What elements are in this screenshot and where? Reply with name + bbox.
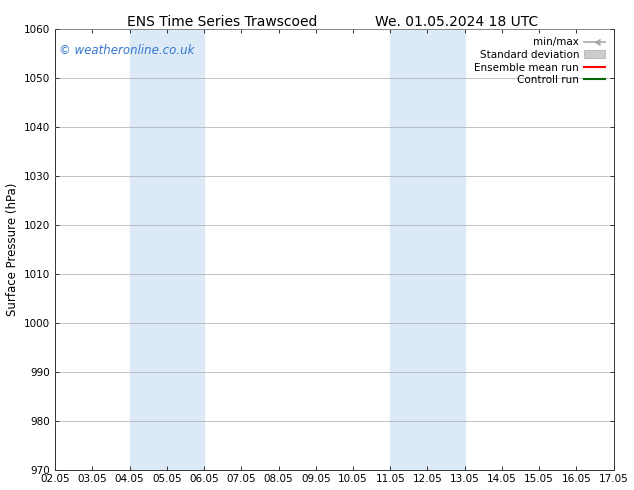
Text: ENS Time Series Trawscoed: ENS Time Series Trawscoed bbox=[127, 15, 317, 29]
Bar bbox=[391, 29, 465, 469]
Bar bbox=[130, 29, 204, 469]
Legend: min/max, Standard deviation, Ensemble mean run, Controll run: min/max, Standard deviation, Ensemble me… bbox=[471, 34, 609, 88]
Text: We. 01.05.2024 18 UTC: We. 01.05.2024 18 UTC bbox=[375, 15, 538, 29]
Y-axis label: Surface Pressure (hPa): Surface Pressure (hPa) bbox=[6, 183, 18, 316]
Text: © weatheronline.co.uk: © weatheronline.co.uk bbox=[59, 44, 194, 57]
